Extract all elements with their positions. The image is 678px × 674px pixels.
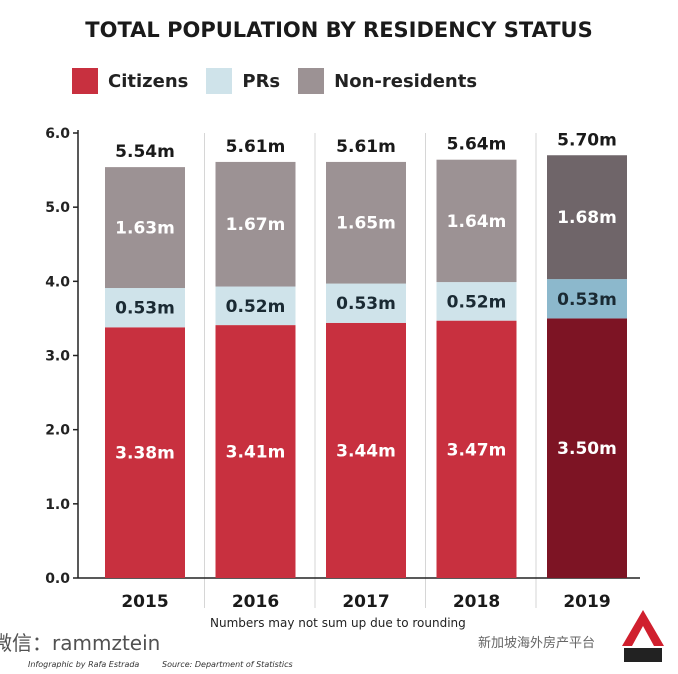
x-tick-label: 2019 [563, 592, 610, 610]
bar-chart: 0.0 1.0 2.0 3.0 4.0 5.0 6.0 3.38m 0.53m 1.63m 5.54… [45, 126, 640, 610]
y-tick-label: 1.0 [45, 497, 70, 513]
watermark-platform: 新加坡海外房产平台 [478, 636, 596, 651]
chart-title: TOTAL POPULATION BY RESIDENCY STATUS [85, 18, 593, 42]
data-label: 0.52m [447, 292, 507, 312]
legend-non-residents: Non-residents [298, 68, 477, 94]
bar-non-residents-2019 [547, 155, 627, 280]
y-tick-label: 3.0 [45, 349, 70, 365]
total-label: 5.64m [447, 135, 507, 155]
bar-citizens-2019 [547, 318, 627, 578]
data-label: 0.53m [115, 299, 175, 319]
watermark-wechat: 微信：rammztein [0, 631, 161, 655]
rounding-note: Numbers may not sum up due to rounding [210, 616, 466, 630]
x-tick-label: 2016 [232, 592, 279, 610]
legend-label: Non-residents [334, 70, 478, 92]
bar-prs-2018 [436, 282, 517, 321]
x-tick-label: 2015 [121, 592, 168, 610]
total-label: 5.61m [226, 137, 286, 157]
bar-non-residents-2015 [105, 167, 185, 289]
cna-logo [622, 610, 664, 662]
legend-citizens: Citizens [72, 68, 188, 94]
y-tick-label: 0.0 [45, 571, 70, 587]
data-label: 1.68m [557, 208, 617, 228]
y-tick-label: 6.0 [45, 126, 70, 142]
bar-prs-2016 [215, 286, 296, 326]
data-label: 1.65m [336, 214, 396, 234]
bar-non-residents-2018 [436, 159, 517, 283]
y-tick-label: 5.0 [45, 200, 70, 216]
bar-citizens-2017 [326, 322, 406, 578]
legend-swatch [72, 68, 98, 94]
total-label: 5.54m [115, 142, 175, 162]
legend: Citizens PRs Non-residents [72, 68, 477, 94]
bar-non-residents-2016 [215, 161, 296, 287]
legend-label: PRs [242, 70, 281, 92]
data-label: 1.63m [115, 219, 175, 239]
source: Source: Department of Statistics [162, 660, 293, 669]
bar-prs-2019 [547, 279, 627, 319]
data-label: 0.53m [557, 290, 617, 310]
bar-prs-2015 [105, 288, 185, 328]
data-label: 1.67m [226, 215, 286, 235]
total-label: 5.61m [336, 137, 396, 157]
legend-prs: PRs [206, 68, 280, 94]
data-label: 0.53m [336, 294, 396, 314]
data-label: 3.38m [115, 444, 175, 464]
legend-label: Citizens [108, 70, 189, 92]
data-label: 3.47m [447, 440, 507, 460]
data-label: 3.44m [336, 441, 396, 461]
bar-citizens-2015 [105, 327, 185, 578]
bar-citizens-2016 [215, 325, 296, 578]
data-label: 1.64m [447, 212, 507, 232]
legend-swatch [206, 68, 233, 94]
credit: Infographic by Rafa Estrada [28, 660, 140, 669]
data-label: 3.50m [557, 439, 617, 459]
data-label: 3.41m [226, 443, 286, 463]
bar-non-residents-2017 [326, 161, 406, 284]
x-tick-label: 2017 [342, 592, 389, 610]
bar-prs-2017 [326, 283, 406, 323]
y-tick-label: 4.0 [45, 274, 70, 290]
legend-swatch [298, 68, 325, 94]
total-label: 5.70m [557, 130, 617, 150]
x-tick-label: 2018 [453, 592, 500, 610]
data-label: 0.52m [226, 297, 286, 317]
y-tick-label: 2.0 [45, 423, 70, 439]
bar-citizens-2018 [436, 320, 517, 578]
